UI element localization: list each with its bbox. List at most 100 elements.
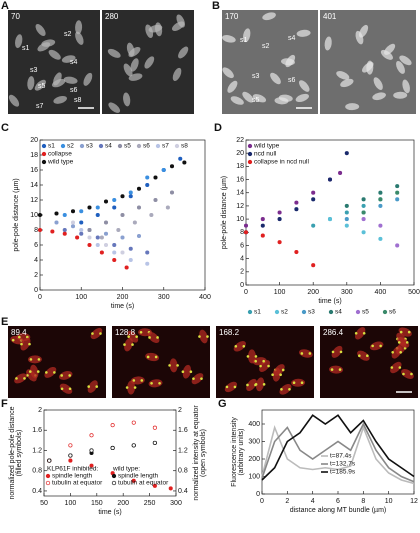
pole	[29, 358, 33, 361]
panel-letter: D	[214, 122, 222, 134]
data-point	[87, 227, 92, 233]
pole	[292, 381, 296, 385]
pole	[246, 383, 249, 387]
spindle	[233, 341, 246, 352]
spindle-label: s3	[252, 73, 260, 80]
data-point	[37, 212, 43, 218]
legend-label: s5	[362, 309, 369, 316]
y-tick-label: 4	[240, 255, 244, 262]
legend-swatch	[41, 151, 47, 157]
spindle	[90, 327, 103, 340]
pole	[181, 370, 185, 374]
data-point	[145, 250, 150, 255]
pole	[148, 336, 151, 339]
legend-swatch	[247, 309, 253, 315]
data-point	[311, 263, 316, 268]
spindle	[252, 357, 267, 366]
data-point	[395, 243, 400, 248]
spindle	[41, 39, 56, 47]
spindle-label: s5	[252, 97, 260, 104]
spindle	[296, 29, 311, 37]
spindle	[30, 364, 39, 379]
time-label: 401	[323, 12, 337, 21]
x-tick-label: 50	[40, 500, 48, 507]
spindle	[83, 72, 93, 86]
series-line	[261, 414, 415, 481]
spindle	[127, 330, 139, 343]
data-point	[132, 220, 137, 225]
data-point	[99, 250, 104, 255]
legend-swatch	[301, 309, 307, 315]
data-point	[110, 423, 115, 428]
legend-label: wild type	[47, 159, 74, 166]
pole	[262, 383, 266, 386]
pole	[262, 359, 265, 363]
data-point	[131, 443, 136, 448]
pole	[150, 381, 153, 385]
x-tick-label: 10	[385, 498, 393, 505]
legend-heading: wild type:	[112, 466, 140, 473]
panel-letter: E	[1, 316, 8, 328]
data-point	[75, 235, 80, 240]
pole	[28, 370, 32, 373]
legend-swatch	[355, 309, 361, 315]
y-axis-title: (filled symbols)	[16, 430, 23, 477]
y-tick-label: 8	[34, 227, 38, 234]
x-tick-label: 12	[410, 498, 418, 505]
legend-label: t=132.7s	[330, 461, 356, 468]
pole	[354, 331, 358, 335]
x-tick-label: 100	[75, 294, 87, 301]
spindle	[169, 358, 178, 373]
legend-swatch	[111, 480, 117, 486]
pole	[20, 342, 23, 346]
data-point	[182, 160, 187, 165]
legend-swatch	[247, 143, 253, 149]
spindle-label: s3	[30, 67, 38, 74]
y2-tick-label: 2	[178, 407, 182, 414]
data-point	[260, 233, 265, 238]
pole	[192, 377, 195, 380]
spindle	[270, 72, 281, 85]
data-point	[120, 250, 125, 255]
data-point	[145, 261, 150, 266]
spindle	[298, 80, 310, 92]
y2-tick-label: 1.2	[178, 447, 188, 454]
pole	[397, 341, 401, 344]
y-axis-title: pole-pole distance (µm)	[221, 176, 228, 249]
data-point	[311, 223, 316, 228]
pole	[123, 343, 126, 346]
y-axis-title: pole-pole distance (µm)	[13, 178, 20, 251]
spindle	[8, 94, 20, 107]
spindle	[172, 21, 185, 32]
pole	[225, 385, 229, 389]
data-point	[79, 209, 84, 214]
pole	[288, 388, 291, 391]
spindle	[199, 329, 208, 344]
spindle	[291, 378, 306, 387]
time-label: 286.4	[323, 328, 344, 337]
y-tick-label: 0	[256, 491, 260, 498]
legend-swatch	[79, 143, 85, 149]
spindle	[281, 58, 295, 66]
data-point	[70, 220, 76, 225]
time-label: 89.4	[11, 328, 27, 337]
data-point	[168, 486, 173, 491]
data-point	[95, 235, 100, 240]
spindle	[329, 365, 344, 374]
data-point	[120, 235, 125, 240]
pole	[234, 344, 238, 348]
x-tick-label: 200	[117, 500, 129, 507]
y-tick-label: 10	[236, 216, 244, 223]
data-point	[294, 207, 299, 212]
legend-label: s7	[162, 143, 169, 150]
pole	[371, 344, 374, 348]
y-tick-label: 400	[248, 421, 260, 428]
data-point	[103, 242, 109, 248]
micrograph	[8, 10, 100, 114]
spindle	[354, 327, 366, 340]
pole	[390, 366, 394, 369]
spindle	[252, 94, 267, 103]
pole	[242, 344, 246, 348]
spindle	[51, 78, 66, 88]
